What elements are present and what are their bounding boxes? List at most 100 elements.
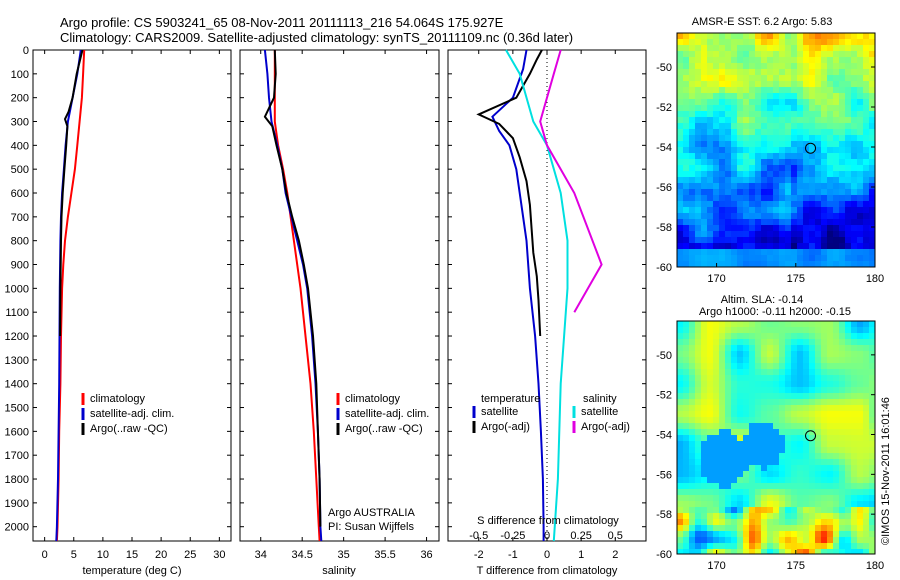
sla-cell bbox=[827, 387, 834, 394]
sla-cell bbox=[833, 393, 840, 400]
sla-cell bbox=[689, 441, 696, 448]
sla-cell bbox=[695, 453, 702, 460]
sst-cell bbox=[821, 39, 828, 46]
sst-cell bbox=[689, 93, 696, 100]
sst-cell bbox=[851, 147, 858, 154]
sst-cell bbox=[851, 177, 858, 184]
sst-cell bbox=[839, 57, 846, 64]
sla-cell bbox=[737, 363, 744, 370]
sst-cell bbox=[839, 45, 846, 52]
sst-cell bbox=[797, 123, 804, 130]
sla-cell bbox=[839, 357, 846, 364]
sst-cell bbox=[719, 81, 726, 88]
sst-cell bbox=[689, 63, 696, 70]
sst-cell bbox=[755, 195, 762, 202]
legend-title: temperature bbox=[481, 393, 540, 405]
sla-cell bbox=[719, 549, 726, 555]
sst-cell bbox=[725, 261, 732, 268]
sla-cell bbox=[803, 483, 810, 490]
sla-cell bbox=[719, 369, 726, 376]
sla-cell bbox=[815, 351, 822, 358]
sla-cell bbox=[761, 345, 768, 352]
sla-cell bbox=[773, 435, 780, 442]
sst-cell bbox=[689, 243, 696, 250]
sla-cell bbox=[695, 429, 702, 436]
sst-cell bbox=[821, 255, 828, 262]
sla-cell bbox=[833, 333, 840, 340]
sla-cell bbox=[737, 327, 744, 334]
sla-cell bbox=[743, 411, 750, 418]
sst-cell bbox=[737, 69, 744, 76]
sla-cell bbox=[857, 483, 864, 490]
sst-cell bbox=[743, 141, 750, 148]
sla-cell bbox=[791, 543, 798, 550]
sst-cell bbox=[785, 141, 792, 148]
sst-cell bbox=[761, 189, 768, 196]
sla-cell bbox=[869, 507, 876, 514]
sla-cell bbox=[815, 525, 822, 532]
sla-cell bbox=[803, 549, 810, 555]
sla-cell bbox=[797, 405, 804, 412]
sst-cell bbox=[857, 87, 864, 94]
sst-cell bbox=[803, 99, 810, 106]
sst-cell bbox=[767, 225, 774, 232]
sla-cell bbox=[707, 501, 714, 508]
sla-cell bbox=[677, 513, 684, 520]
sst-cell bbox=[773, 159, 780, 166]
sst-cell bbox=[791, 249, 798, 256]
sla-cell bbox=[737, 537, 744, 544]
sst-cell bbox=[701, 249, 708, 256]
sla-cell bbox=[695, 411, 702, 418]
sla-cell bbox=[815, 429, 822, 436]
sst-cell bbox=[743, 159, 750, 166]
sla-cell bbox=[821, 423, 828, 430]
sst-cell bbox=[755, 165, 762, 172]
sst-cell bbox=[857, 111, 864, 118]
sst-cell bbox=[809, 63, 816, 70]
sla-cell bbox=[755, 471, 762, 478]
sla-cell bbox=[785, 333, 792, 340]
sla-cell bbox=[695, 375, 702, 382]
sst-cell bbox=[767, 99, 774, 106]
legend-label: Argo(-adj) bbox=[581, 421, 630, 433]
sla-cell bbox=[707, 411, 714, 418]
sst-cell bbox=[767, 261, 774, 268]
sla-cell bbox=[779, 549, 786, 555]
sla-cell bbox=[743, 423, 750, 430]
sst-cell bbox=[785, 213, 792, 220]
sst-cell bbox=[725, 231, 732, 238]
sla-cell bbox=[755, 423, 762, 430]
sla-cell bbox=[725, 327, 732, 334]
sla-cell bbox=[779, 495, 786, 502]
sst-cell bbox=[857, 105, 864, 112]
sst-cell bbox=[743, 255, 750, 262]
sst-cell bbox=[707, 249, 714, 256]
sst-cell bbox=[743, 153, 750, 160]
sst-cell bbox=[719, 99, 726, 106]
sla-cell bbox=[701, 519, 708, 526]
sla-cell bbox=[707, 549, 714, 555]
sla-cell bbox=[743, 393, 750, 400]
sst-cell bbox=[863, 147, 870, 154]
sla-cell bbox=[683, 327, 690, 334]
y-tick-label: -60 bbox=[656, 549, 672, 561]
sst-cell bbox=[851, 225, 858, 232]
sst-cell bbox=[815, 51, 822, 58]
sla-cell bbox=[683, 363, 690, 370]
sst-cell bbox=[749, 111, 756, 118]
sst-cell bbox=[701, 207, 708, 214]
sla-cell bbox=[677, 477, 684, 484]
sst-cell bbox=[719, 165, 726, 172]
sla-cell bbox=[779, 471, 786, 478]
sst-cell bbox=[827, 87, 834, 94]
sla-cell bbox=[689, 405, 696, 412]
sst-cell bbox=[725, 63, 732, 70]
sla-cell bbox=[839, 459, 846, 466]
sla-cell bbox=[677, 393, 684, 400]
sla-cell bbox=[869, 321, 876, 328]
sla-cell bbox=[833, 357, 840, 364]
sst-cell bbox=[821, 129, 828, 136]
sla-cell bbox=[677, 339, 684, 346]
sst-cell bbox=[815, 57, 822, 64]
sst-cell bbox=[713, 111, 720, 118]
